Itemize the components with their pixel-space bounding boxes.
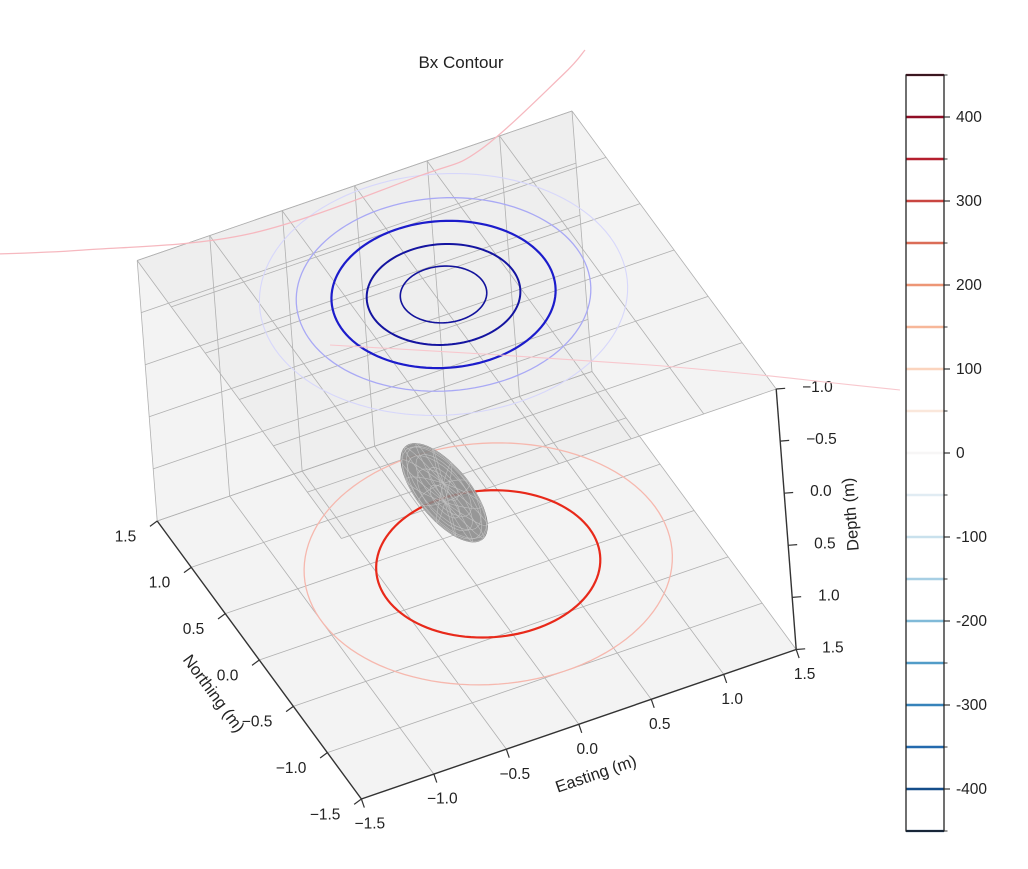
svg-text:-400: -400 (956, 781, 987, 798)
svg-text:0.5: 0.5 (183, 621, 205, 638)
svg-text:−0.5: −0.5 (806, 431, 837, 448)
svg-text:0.0: 0.0 (217, 667, 239, 684)
svg-text:−0.5: −0.5 (499, 766, 530, 783)
svg-text:200: 200 (956, 277, 982, 294)
svg-text:−1.5: −1.5 (310, 806, 341, 823)
svg-text:1.0: 1.0 (721, 691, 743, 708)
svg-text:Bx Contour: Bx Contour (418, 53, 503, 72)
svg-text:300: 300 (956, 193, 982, 210)
svg-text:1.5: 1.5 (822, 640, 844, 657)
svg-text:-300: -300 (956, 697, 987, 714)
svg-text:400: 400 (956, 109, 982, 126)
svg-text:0.5: 0.5 (814, 535, 836, 552)
svg-text:1.5: 1.5 (115, 528, 137, 545)
svg-text:1.5: 1.5 (794, 666, 816, 683)
svg-text:-100: -100 (956, 529, 987, 546)
svg-text:-200: -200 (956, 613, 987, 630)
svg-text:1.0: 1.0 (149, 575, 171, 592)
svg-text:−1.0: −1.0 (427, 791, 458, 808)
svg-text:0.0: 0.0 (576, 741, 598, 758)
svg-text:−1.5: −1.5 (355, 816, 386, 833)
svg-text:−1.0: −1.0 (276, 760, 307, 777)
svg-text:0: 0 (956, 445, 965, 462)
svg-text:1.0: 1.0 (818, 587, 840, 604)
svg-text:0.5: 0.5 (649, 716, 671, 733)
svg-text:0.0: 0.0 (810, 483, 832, 500)
svg-text:100: 100 (956, 361, 982, 378)
